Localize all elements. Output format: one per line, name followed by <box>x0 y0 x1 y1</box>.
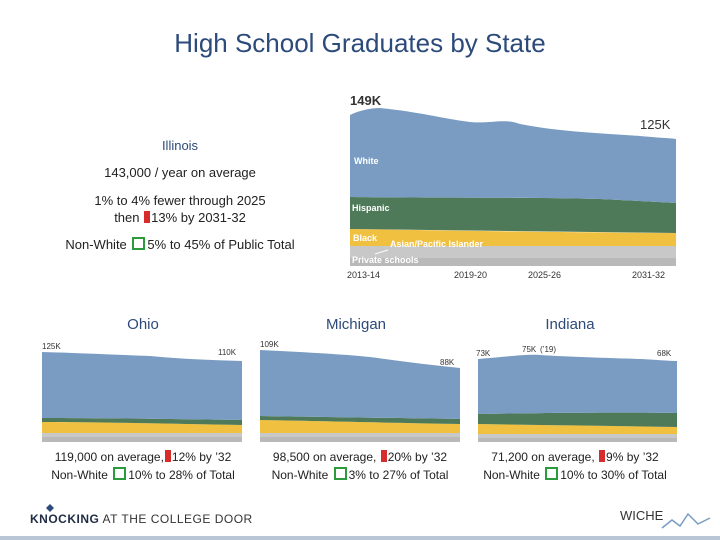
illinois-hispanic-label: Hispanic <box>352 203 390 213</box>
michigan-nonwhite-label: Non-White <box>271 468 329 482</box>
indiana-average: 71,200 on average, <box>491 450 595 464</box>
michigan-nonwhite-value: 3% to 27% of Total <box>348 468 449 482</box>
illinois-nonwhite: Non-White 5% to 45% of Public Total <box>50 237 310 252</box>
ohio-white-band <box>42 352 242 420</box>
page-title: High School Graduates by State <box>174 28 546 58</box>
indiana-peak-label: 75K <box>522 345 537 354</box>
increase-marker-icon <box>132 237 146 250</box>
illinois-black-label: Black <box>353 233 378 243</box>
michigan-chart: 109K 88K <box>260 340 460 442</box>
illinois-asian-label: Asian/Pacific Islander <box>390 239 484 249</box>
indiana-nonwhite-label: Non-White <box>483 468 540 482</box>
ohio-average: 119,000 on average, <box>54 450 164 464</box>
increase-marker-icon <box>545 467 559 480</box>
indiana-caption-line2: Non-White 10% to 30% of Total <box>470 467 680 482</box>
indiana-asian-band <box>478 434 677 438</box>
indiana-black-band <box>478 424 677 434</box>
footer-report-logo: KNOCKING AT THE COLLEGE DOOR <box>30 512 253 526</box>
illinois-nonwhite-label: Non-White <box>65 237 127 252</box>
ohio-nonwhite-value: 10% to 28% of Total <box>128 468 235 482</box>
ohio-asian-band <box>42 433 242 437</box>
ohio-private-band <box>42 437 242 442</box>
illinois-name: Illinois <box>161 138 199 153</box>
michigan-caption-line1: 98,500 on average, 20% by ’32 <box>255 450 465 464</box>
michigan-black-band <box>260 420 460 433</box>
illinois-white-band <box>350 108 676 203</box>
indiana-name: Indiana <box>545 316 595 333</box>
decline-marker-icon <box>164 450 171 462</box>
ohio-hispanic-band <box>42 418 242 425</box>
footer-logo-rest: AT THE COLLEGE DOOR <box>99 512 253 526</box>
ohio-chart: 125K 110K <box>42 342 242 442</box>
ohio-nonwhite-label: Non-White <box>51 468 108 482</box>
ohio-caption-line1: 119,000 on average, 12% by ’32 <box>38 450 248 464</box>
illinois-black-band <box>350 229 676 246</box>
illinois-asian-pointer <box>374 249 389 255</box>
increase-marker-icon <box>113 467 127 480</box>
illinois-peak-label: 149K <box>350 93 382 108</box>
illinois-trend-line1: 1% to 4% fewer through 2025 <box>94 193 266 208</box>
decline-marker-icon <box>599 450 606 462</box>
michigan-name: Michigan <box>325 316 387 333</box>
indiana-caption-line1: 71,200 on average, 9% by ’32 <box>470 450 680 464</box>
ohio-caption-line2: Non-White 10% to 28% of Total <box>38 467 248 482</box>
logo-diamond-icon <box>46 504 54 512</box>
illinois-trend-then: then <box>114 210 140 225</box>
illinois-private-label: Private schools <box>352 255 419 265</box>
indiana-start-label: 73K <box>476 349 491 358</box>
illinois-trend-line2: then 13% by 2031-32 <box>60 210 300 225</box>
indiana-private-band <box>478 438 677 442</box>
indiana-nonwhite-value: 10% to 30% of Total <box>560 468 667 482</box>
ohio-name: Ohio <box>127 316 159 333</box>
indiana-peak-year: (’19) <box>540 345 556 354</box>
illinois-hispanic-band <box>350 197 676 233</box>
illinois-nonwhite-value: 5% to 45% of Public Total <box>147 237 295 252</box>
ohio-start-label: 125K <box>42 342 61 351</box>
indiana-end-label: 68K <box>657 349 672 358</box>
illinois-asian-band <box>350 245 676 258</box>
michigan-decline: 20% by ’32 <box>387 450 448 464</box>
indiana-chart: 73K 75K (’19) 68K <box>476 345 677 442</box>
indiana-hispanic-band <box>478 412 677 427</box>
michigan-white-band <box>260 350 460 419</box>
michigan-hispanic-band <box>260 416 460 424</box>
michigan-caption-line2: Non-White 3% to 27% of Total <box>255 467 465 482</box>
michigan-start-label: 109K <box>260 340 279 349</box>
michigan-average: 98,500 on average, <box>272 450 377 464</box>
illinois-x-tick-3: 2031-32 <box>632 270 665 280</box>
ohio-black-band <box>42 422 242 433</box>
footer-logo-bold: KNOCKING <box>30 512 100 526</box>
indiana-decline: 9% by ’32 <box>606 450 659 464</box>
illinois-average: 143,000 / year on average <box>104 165 256 180</box>
illinois-x-tick-0: 2013-14 <box>347 270 380 280</box>
michigan-private-band <box>260 437 460 442</box>
decline-marker-icon <box>380 450 387 462</box>
michigan-asian-band <box>260 433 460 437</box>
illinois-white-label: White <box>354 156 379 166</box>
illinois-x-tick-1: 2019-20 <box>454 270 487 280</box>
indiana-white-band <box>478 354 677 414</box>
illinois-x-tick-2: 2025-26 <box>528 270 561 280</box>
increase-marker-icon <box>333 467 347 480</box>
illinois-end-label: 125K <box>640 117 671 132</box>
ohio-decline: 12% by ’32 <box>171 450 232 464</box>
illinois-trend-decline: 13% by 2031-32 <box>151 210 246 225</box>
ohio-end-label: 110K <box>218 348 237 357</box>
illinois-private-band <box>350 258 676 266</box>
footer-rule <box>0 536 720 540</box>
mountain-logo-icon <box>661 512 711 529</box>
footer-wiche-logo: WICHE <box>620 508 664 523</box>
michigan-end-label: 88K <box>440 358 455 367</box>
decline-marker-icon <box>144 211 151 223</box>
